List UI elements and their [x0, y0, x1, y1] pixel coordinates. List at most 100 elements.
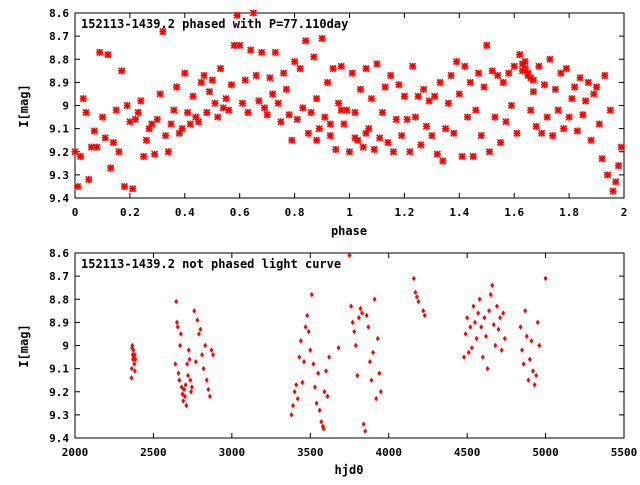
data-point — [192, 308, 197, 314]
y-axis-label: I[mag] — [17, 324, 31, 367]
data-point — [576, 74, 584, 82]
data-point — [277, 118, 285, 126]
data-point — [606, 106, 614, 114]
data-point — [502, 335, 507, 342]
data-point — [310, 53, 318, 61]
data-point — [477, 131, 485, 140]
x-ticks: 2000 2500 3000 3500 4000 4500 5000 5500 — [62, 253, 638, 459]
data-point — [494, 303, 499, 309]
y-ticks: 8.6 8.7 8.8 8.9 9 9.1 9.2 9.3 9.4 — [49, 247, 624, 445]
data-point — [296, 64, 304, 73]
data-point — [480, 83, 488, 91]
data-point — [170, 106, 178, 114]
data-point — [182, 386, 186, 393]
data-point — [516, 51, 524, 59]
data-point — [491, 113, 499, 121]
data-point — [370, 145, 378, 154]
data-point — [306, 328, 311, 335]
x-tick-label: 2000 — [62, 446, 89, 459]
data-point — [297, 354, 302, 360]
data-point — [518, 324, 523, 330]
data-point — [142, 136, 150, 144]
data-point — [562, 64, 570, 73]
data-point — [521, 361, 526, 367]
data-point — [343, 106, 351, 114]
data-point — [617, 143, 625, 151]
data-point — [549, 131, 557, 140]
data-point — [468, 324, 473, 330]
data-point — [164, 148, 172, 156]
data-point — [463, 331, 468, 337]
x-tick-label: 5500 — [611, 446, 638, 459]
x-tick-label: 4000 — [375, 446, 402, 459]
data-point — [527, 356, 532, 363]
data-point — [93, 143, 101, 151]
data-point — [496, 138, 505, 147]
data-point — [115, 148, 123, 156]
data-point — [381, 83, 389, 91]
data-point — [71, 148, 79, 156]
data-point — [568, 94, 576, 103]
data-point — [538, 129, 546, 137]
x-tick-label: 4500 — [454, 446, 481, 459]
y-tick-label: 9.4 — [49, 192, 69, 205]
data-point — [271, 48, 279, 56]
data-point — [565, 113, 573, 121]
data-point — [132, 368, 137, 374]
data-point — [230, 41, 238, 49]
data-point — [312, 94, 321, 103]
data-point — [356, 85, 365, 93]
data-point — [529, 338, 534, 344]
data-point — [179, 384, 184, 390]
data-point — [140, 152, 148, 160]
data-point — [76, 152, 85, 160]
x-tick-label: 0.2 — [120, 206, 140, 219]
data-point — [524, 69, 532, 77]
data-point — [531, 368, 535, 374]
data-point — [496, 326, 501, 333]
data-point — [487, 308, 492, 314]
x-tick-label: 1.8 — [559, 206, 579, 219]
data-point — [367, 358, 372, 365]
data-point — [211, 352, 216, 358]
data-point — [126, 118, 134, 126]
data-point — [461, 62, 469, 70]
data-points — [71, 9, 625, 195]
data-point — [488, 291, 493, 298]
data-point — [332, 145, 340, 154]
x-tick-label: 1.6 — [504, 206, 524, 219]
data-point — [132, 361, 137, 367]
y-tick-label: 8.7 — [49, 270, 69, 283]
data-point — [587, 136, 595, 144]
data-point — [326, 131, 334, 140]
data-point — [247, 46, 255, 54]
data-point — [351, 134, 359, 142]
data-point — [371, 349, 375, 356]
data-point — [207, 393, 212, 400]
data-point — [104, 51, 112, 59]
data-point — [178, 342, 183, 349]
phased-light-curve-chart: 0 0.2 0.4 0.6 0.8 1 1.2 1.4 1.6 1.8 2 8.6 8.7 8.8 8.9… — [17, 7, 627, 238]
data-point — [82, 108, 90, 117]
data-point — [233, 11, 241, 19]
data-point — [206, 386, 211, 393]
data-point — [175, 324, 180, 330]
data-point — [219, 104, 227, 112]
data-point — [129, 185, 137, 193]
data-point — [471, 303, 476, 309]
data-point — [447, 71, 455, 80]
data-point — [109, 138, 117, 147]
y-tick-label: 9.1 — [49, 363, 69, 376]
data-point — [477, 296, 482, 302]
data-point — [181, 398, 186, 404]
data-point — [614, 162, 623, 170]
data-point — [184, 402, 189, 409]
data-point — [291, 57, 299, 66]
data-point — [592, 83, 601, 91]
data-point — [291, 402, 296, 409]
data-point — [176, 370, 181, 376]
data-point — [214, 113, 222, 121]
data-point — [159, 27, 167, 36]
y-tick-label: 8.7 — [49, 30, 69, 43]
